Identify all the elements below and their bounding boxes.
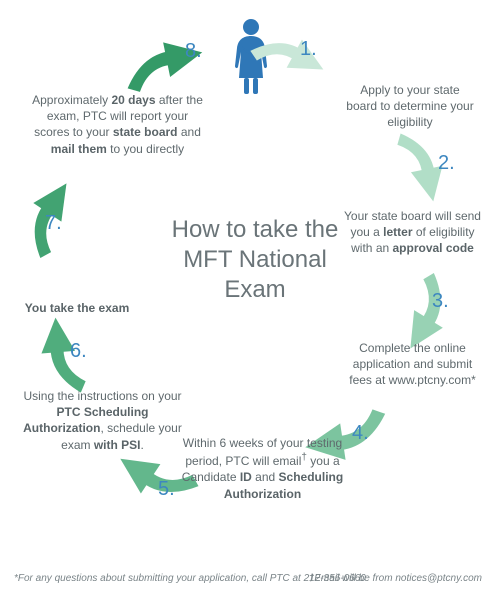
step-number-6: 6. [70, 340, 87, 363]
step-text-4: Within 6 weeks of your testing period, P… [180, 435, 345, 502]
step-number-2: 2. [438, 152, 455, 175]
step-number-1: 1. [300, 38, 317, 61]
infographic-stage: How to take the MFT National Exam [0, 0, 500, 594]
step-text-7: Approximately 20 days after the exam, PT… [30, 92, 205, 157]
step-number-5: 5. [158, 478, 175, 501]
center-title: How to take the MFT National Exam [170, 215, 340, 305]
step-text-6: You take the exam [12, 300, 142, 316]
step-number-8: 8. [185, 40, 202, 63]
step-number-4: 4. [352, 422, 369, 445]
step-number-7: 7. [45, 212, 62, 235]
step-text-2: Your state board will send you a letter … [340, 208, 485, 257]
step-number-3: 3. [432, 290, 449, 313]
step-text-3: Complete the online application and subm… [345, 340, 480, 389]
step-text-1: Apply to your state board to determine y… [345, 82, 475, 131]
footnote-right: †Email will be from notices@ptcny.com [309, 573, 482, 584]
step-text-5: Using the instructions on your PTC Sched… [15, 388, 190, 453]
